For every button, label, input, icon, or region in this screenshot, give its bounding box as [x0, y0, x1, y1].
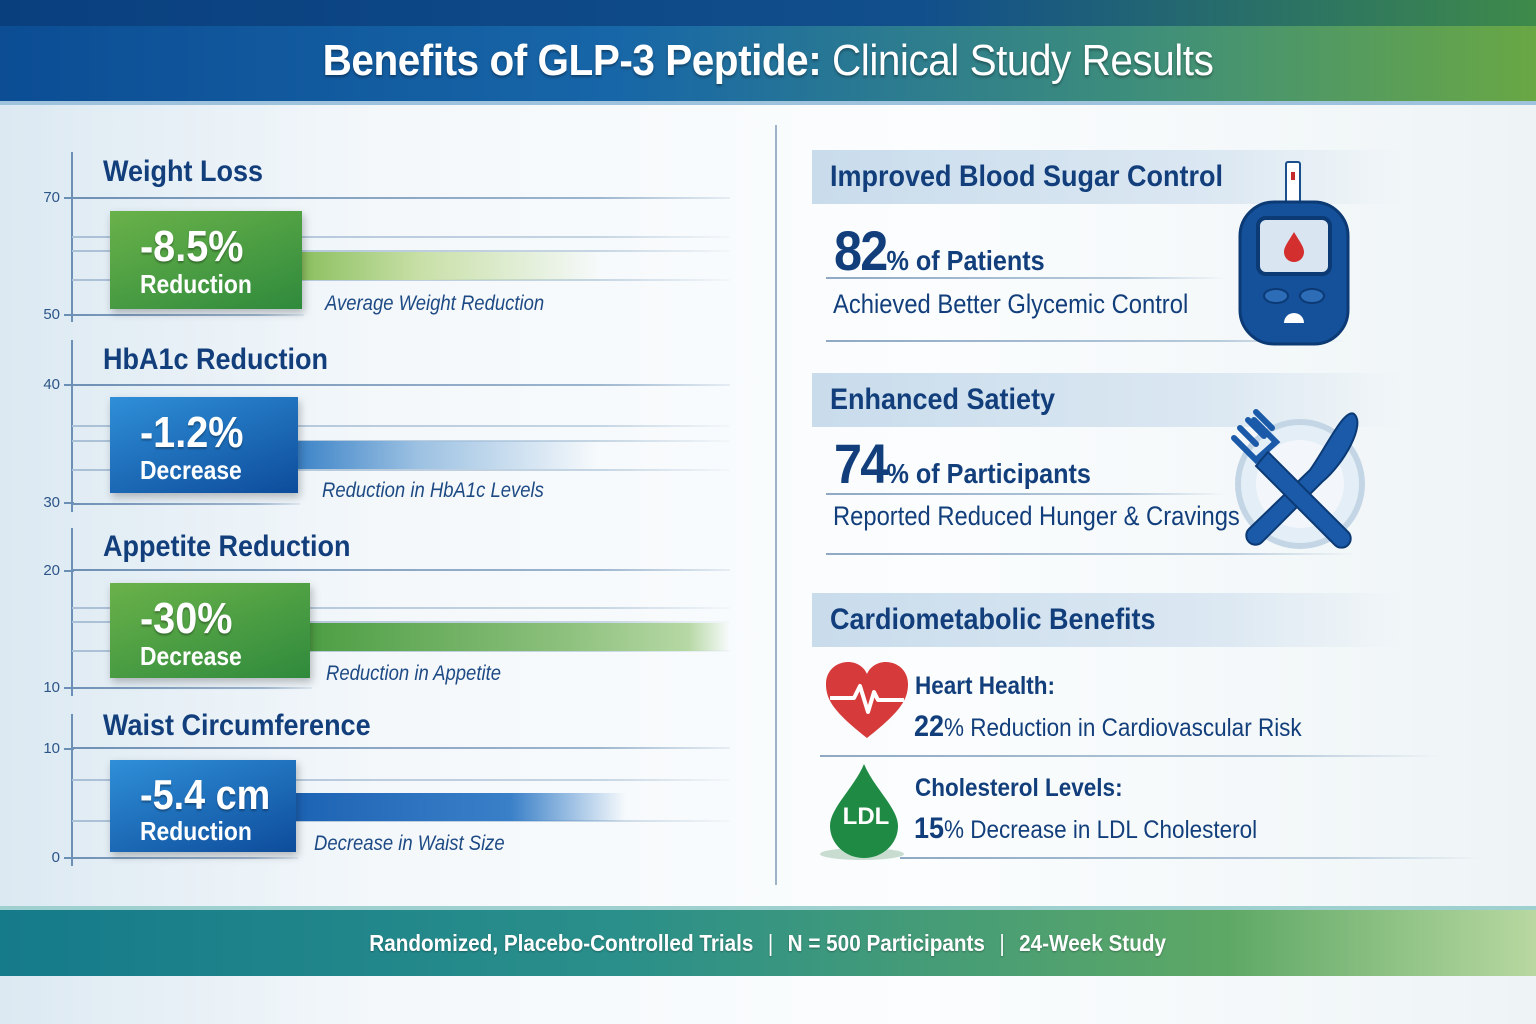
- satiety-subtext: Reported Reduced Hunger & Cravings: [833, 501, 1240, 531]
- gridline: [72, 569, 730, 571]
- footer-separator: |: [768, 929, 774, 956]
- blood-sugar-header: Improved Blood Sugar Control: [812, 150, 1402, 204]
- section-caption: Reduction in Appetite: [326, 662, 501, 685]
- satiety-stat: 74% of Participants: [834, 432, 1091, 495]
- heart-health-label: Heart Health:: [915, 672, 1056, 700]
- gridline: [72, 607, 730, 609]
- gridline: [72, 425, 730, 427]
- header-top-strip: [0, 0, 1536, 26]
- section-caption: Average Weight Reduction: [325, 292, 545, 315]
- divider-line: [826, 277, 1226, 279]
- hba1c-value-box: -1.2% Decrease: [110, 397, 298, 493]
- gridline: [72, 197, 730, 199]
- cholesterol-label: Cholesterol Levels:: [915, 774, 1123, 802]
- gridline: [72, 650, 730, 652]
- waist-bar: [296, 793, 626, 821]
- satiety-header: Enhanced Satiety: [812, 373, 1402, 427]
- section-title: HbA1c Reduction: [103, 343, 329, 376]
- waist-value-box: -5.4 cm Reduction: [110, 760, 296, 852]
- column-divider: [775, 125, 777, 885]
- fork-knife-icon: [1231, 409, 1365, 549]
- section-title: Weight Loss: [103, 155, 264, 188]
- appetite-bar: [310, 623, 730, 651]
- heart-health-value: 22% Reduction in Cardiovascular Risk: [914, 710, 1302, 743]
- footer-separator: |: [999, 929, 1006, 956]
- gridline: [72, 384, 730, 386]
- divider-line: [820, 755, 1440, 757]
- appetite-value-box: -30% Decrease: [110, 583, 310, 678]
- gridline: [72, 250, 730, 252]
- divider-line: [826, 340, 1346, 342]
- ldl-drop-icon: [820, 764, 904, 860]
- title-bold: Benefits of GLP-3 Peptide:: [322, 36, 822, 85]
- page-title: Benefits of GLP-3 Peptide: Clinical Stud…: [61, 36, 1474, 86]
- axis-tick: 30: [38, 494, 74, 511]
- weight-loss-value-box: -8.5% Reduction: [110, 211, 302, 309]
- axis-tick: 10: [38, 740, 74, 757]
- axis-line: [71, 714, 73, 866]
- gridline: [72, 503, 300, 505]
- cholesterol-value: 15% Decrease in LDL Cholesterol: [914, 812, 1258, 845]
- heart-pulse-icon: [826, 662, 908, 738]
- divider-line: [826, 553, 1356, 555]
- gridline: [72, 314, 304, 316]
- gridline: [72, 621, 730, 623]
- gridline: [72, 779, 730, 781]
- axis-tick: 40: [38, 376, 74, 393]
- divider-line: [826, 493, 1226, 495]
- axis-tick: 50: [38, 306, 74, 323]
- hba1c-bar: [298, 441, 598, 469]
- blood-sugar-stat: 82% of Patients: [834, 219, 1045, 282]
- gridline: [72, 687, 312, 689]
- section-title: Waist Circumference: [103, 709, 371, 742]
- footer-banner: Randomized, Placebo-Controlled Trials | …: [0, 906, 1536, 976]
- gridline: [72, 857, 298, 859]
- axis-line: [71, 528, 73, 696]
- footer-item: Randomized, Placebo-Controlled Trials: [369, 929, 754, 956]
- gridline: [72, 279, 730, 281]
- gridline: [72, 747, 730, 749]
- gridline: [72, 469, 730, 471]
- footer-item: N = 500 Participants: [787, 929, 986, 956]
- gridline: [72, 820, 730, 822]
- title-rest: Clinical Study Results: [821, 36, 1214, 85]
- section-title: Appetite Reduction: [103, 530, 351, 563]
- axis-tick: 10: [38, 679, 74, 696]
- axis-tick: 0: [38, 849, 74, 866]
- glucometer-icon: [1238, 161, 1350, 346]
- weight-loss-bar: [302, 252, 602, 280]
- blood-sugar-subtext: Achieved Better Glycemic Control: [833, 289, 1189, 319]
- section-caption: Reduction in HbA1c Levels: [322, 479, 544, 502]
- axis-tick: 70: [38, 189, 74, 206]
- gridline: [72, 236, 730, 238]
- axis-tick: 20: [38, 562, 74, 579]
- ldl-icon-text: LDL: [842, 803, 890, 830]
- footer-item: 24-Week Study: [1019, 929, 1167, 956]
- cardio-header: Cardiometabolic Benefits: [812, 593, 1402, 647]
- section-caption: Decrease in Waist Size: [314, 832, 505, 855]
- divider-line: [900, 857, 1480, 859]
